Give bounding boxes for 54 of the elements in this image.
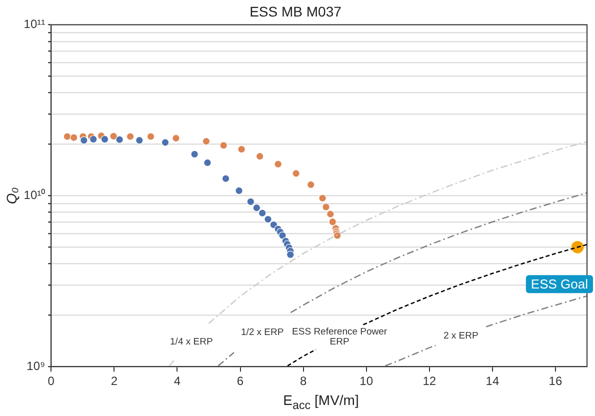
point: [246, 198, 255, 206]
point: [220, 141, 228, 150]
point: [80, 136, 88, 144]
y-tick-label: 10¹⁰: [24, 188, 46, 202]
annotation: ESS Reference Power ERP: [292, 326, 388, 348]
x-tick-label: 2: [110, 374, 118, 388]
point: [100, 135, 109, 144]
point: [172, 134, 180, 142]
chart-title: ESS MB M037: [250, 3, 342, 20]
x-tick-label: 12: [422, 374, 436, 388]
point: [264, 215, 272, 224]
point: [258, 209, 266, 217]
y-axis-title: Q₀: [3, 187, 20, 204]
point: [278, 232, 286, 240]
point: [326, 210, 334, 218]
point: [136, 136, 144, 144]
point: [146, 132, 155, 140]
x-axis-title: E$_{acc}$ [MV/m]: [282, 392, 360, 412]
x-tick-label: 0: [48, 374, 55, 388]
x-tick-label: 10: [360, 374, 374, 388]
point: [318, 194, 326, 202]
point: [306, 180, 315, 189]
point: [235, 186, 243, 195]
point: [116, 136, 124, 144]
point: [274, 160, 282, 168]
point: [70, 134, 78, 142]
y-tick-label: 10¹¹: [24, 17, 46, 32]
point: [328, 218, 337, 226]
x-tick-label: 4: [174, 374, 181, 388]
point: [126, 132, 134, 140]
annotation: 2 x ERP: [443, 330, 478, 342]
point: [286, 250, 294, 259]
x-tick-label: 14: [486, 374, 500, 388]
annotation: 1/4 x ERP: [170, 336, 213, 348]
point: [63, 132, 72, 140]
x-tick-label: 6: [236, 374, 244, 388]
x-tick-label: 16: [548, 374, 562, 388]
point: [322, 203, 330, 211]
point: [570, 240, 584, 254]
point: [161, 138, 170, 146]
point: [204, 158, 212, 167]
point: [190, 150, 198, 158]
point: [222, 174, 230, 182]
x-tick-label: 8: [300, 374, 307, 388]
annotation: ESS Goal: [530, 276, 588, 292]
point: [238, 145, 246, 154]
point: [202, 137, 210, 146]
point: [292, 170, 300, 178]
point: [110, 132, 118, 140]
point: [256, 152, 264, 160]
annotation: 1/2 x ERP: [240, 327, 284, 338]
point: [252, 204, 261, 212]
y-tick-label: 10⁹: [26, 358, 46, 373]
point: [89, 135, 98, 144]
